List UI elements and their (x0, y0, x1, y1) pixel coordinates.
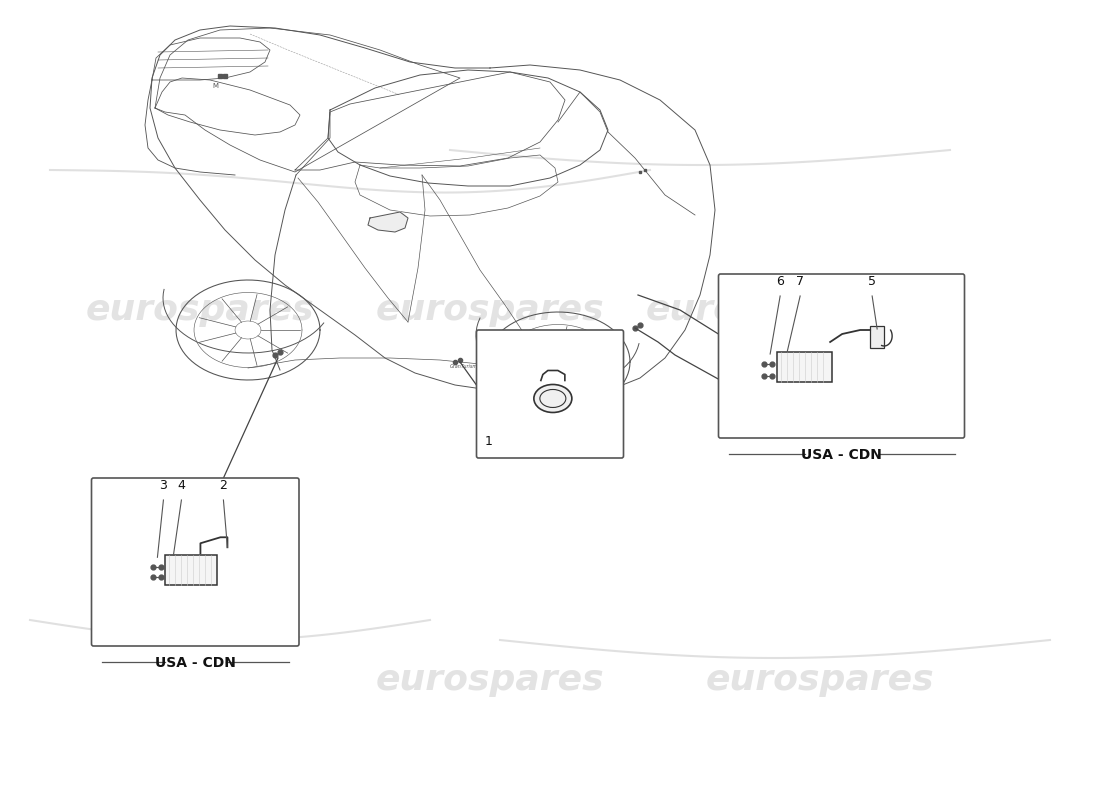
Text: 6: 6 (777, 275, 784, 288)
Text: USA - CDN: USA - CDN (155, 656, 235, 670)
Text: eurospares: eurospares (376, 293, 604, 327)
Text: 7: 7 (796, 275, 804, 288)
Text: 3: 3 (160, 479, 167, 492)
Ellipse shape (534, 385, 572, 413)
Text: 4: 4 (177, 479, 186, 492)
Text: 5: 5 (868, 275, 876, 288)
Text: eurospares: eurospares (376, 663, 604, 697)
Bar (165, 555, 218, 586)
FancyBboxPatch shape (91, 478, 299, 646)
Text: eurospares: eurospares (706, 663, 934, 697)
FancyBboxPatch shape (718, 274, 965, 438)
Text: USA - CDN: USA - CDN (801, 448, 882, 462)
Bar (870, 326, 884, 348)
Text: eurospares: eurospares (86, 293, 315, 327)
Bar (777, 352, 832, 382)
Text: 1: 1 (485, 435, 493, 448)
Text: M: M (212, 83, 218, 89)
Polygon shape (368, 212, 408, 232)
Text: 2: 2 (220, 479, 228, 492)
FancyBboxPatch shape (476, 330, 624, 458)
Text: eurospares: eurospares (646, 293, 874, 327)
Text: GranTurismo: GranTurismo (450, 364, 481, 369)
